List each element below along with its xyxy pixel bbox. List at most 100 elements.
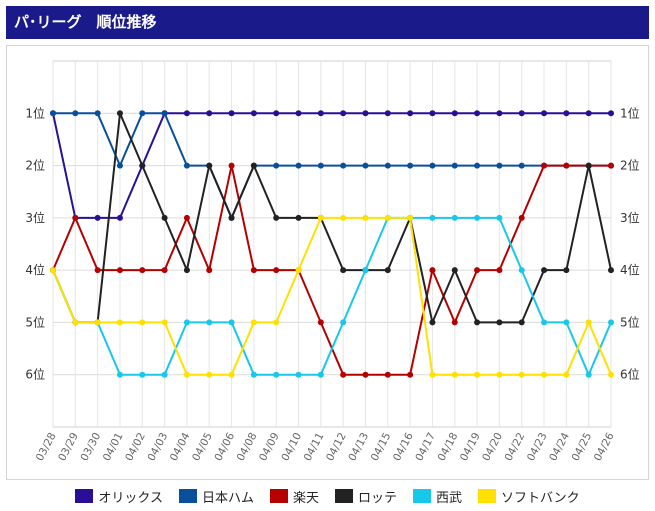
legend-item: 日本ハム (178, 487, 254, 506)
x-tick-label: 04/12 (324, 431, 349, 463)
data-point (608, 162, 614, 169)
data-point (429, 267, 436, 274)
x-tick-label: 04/01 (101, 431, 126, 463)
data-point (273, 371, 280, 378)
data-point (496, 371, 503, 378)
data-point (541, 110, 548, 117)
legend-swatch (478, 489, 497, 503)
data-point (206, 371, 213, 378)
legend-item: オリックス (75, 487, 163, 506)
y-tick-label-left: 1位 (25, 105, 45, 120)
x-tick-label: 04/02 (123, 431, 148, 463)
legend-swatch (75, 489, 94, 503)
data-point (541, 267, 548, 274)
data-point (340, 319, 347, 326)
data-point (183, 267, 190, 274)
x-tick-label: 04/17 (413, 431, 438, 463)
data-point (116, 110, 123, 117)
data-point (183, 162, 190, 169)
chart-frame (6, 45, 649, 480)
data-point (585, 319, 592, 326)
data-point (206, 110, 213, 117)
data-point (116, 371, 123, 378)
series-line-4 (52, 112, 612, 324)
legend-label: ロッテ (357, 490, 397, 506)
x-tick-label: 04/18 (436, 431, 461, 463)
data-point (451, 162, 458, 169)
data-point (94, 214, 101, 221)
data-point (608, 371, 614, 378)
x-tick-label: 04/06 (212, 430, 237, 463)
data-point (407, 162, 414, 169)
data-point (139, 267, 146, 274)
data-point (474, 319, 481, 326)
data-point (362, 267, 369, 274)
data-point (94, 267, 101, 274)
data-point (94, 319, 101, 326)
data-point (563, 110, 570, 117)
legend-label: ソフトバンク (501, 490, 580, 506)
data-point (250, 371, 257, 378)
y-tick-label-left: 3位 (25, 210, 45, 225)
y-tick-label-left: 2位 (25, 158, 45, 173)
data-point (496, 110, 503, 117)
data-point (362, 214, 369, 221)
legend-item: ロッテ (334, 487, 397, 506)
data-point (116, 162, 123, 169)
data-point (563, 319, 570, 326)
data-point (429, 319, 436, 326)
data-point (317, 110, 324, 117)
data-point (384, 110, 391, 117)
y-tick-label-left: 4位 (25, 262, 45, 277)
data-point (50, 110, 56, 117)
data-point (228, 162, 235, 169)
data-point (518, 214, 525, 221)
data-point (451, 319, 458, 326)
data-point (161, 110, 168, 117)
x-tick-label: 04/04 (168, 430, 193, 463)
data-point (139, 319, 146, 326)
data-point (295, 371, 302, 378)
data-point (384, 267, 391, 274)
data-point (161, 319, 168, 326)
data-point (161, 267, 168, 274)
legend-label: 西武 (436, 490, 463, 506)
x-tick-label: 03/29 (56, 431, 81, 463)
x-tick-label: 03/28 (34, 431, 59, 463)
data-point (273, 110, 280, 117)
data-point (94, 110, 101, 117)
data-point (317, 214, 324, 221)
legend-label: オリックス (98, 490, 163, 506)
x-tick-label: 04/16 (391, 430, 416, 463)
data-point (608, 110, 614, 117)
data-point (474, 371, 481, 378)
data-point (317, 319, 324, 326)
data-point (518, 162, 525, 169)
data-point (72, 214, 79, 221)
data-point (273, 162, 280, 169)
legend-item: 楽天 (269, 487, 319, 506)
data-point (384, 371, 391, 378)
data-point (183, 371, 190, 378)
data-point (451, 110, 458, 117)
y-tick-label-right: 2位 (620, 158, 640, 173)
data-point (340, 267, 347, 274)
data-point (362, 110, 369, 117)
data-point (541, 371, 548, 378)
data-point (563, 162, 570, 169)
data-point (340, 162, 347, 169)
data-point (407, 214, 414, 221)
data-point (340, 371, 347, 378)
data-point (496, 214, 503, 221)
x-tick-label: 04/20 (480, 431, 505, 463)
y-tick-label-left: 5位 (25, 314, 45, 329)
series-line-2 (53, 112, 611, 219)
data-point (161, 371, 168, 378)
data-point (139, 110, 146, 117)
page-title: パ･リーグ 順位推移 (6, 6, 649, 39)
x-tick-label: 04/11 (302, 431, 327, 463)
data-point (139, 371, 146, 378)
data-point (474, 110, 481, 117)
data-point (295, 162, 302, 169)
data-point (429, 214, 436, 221)
